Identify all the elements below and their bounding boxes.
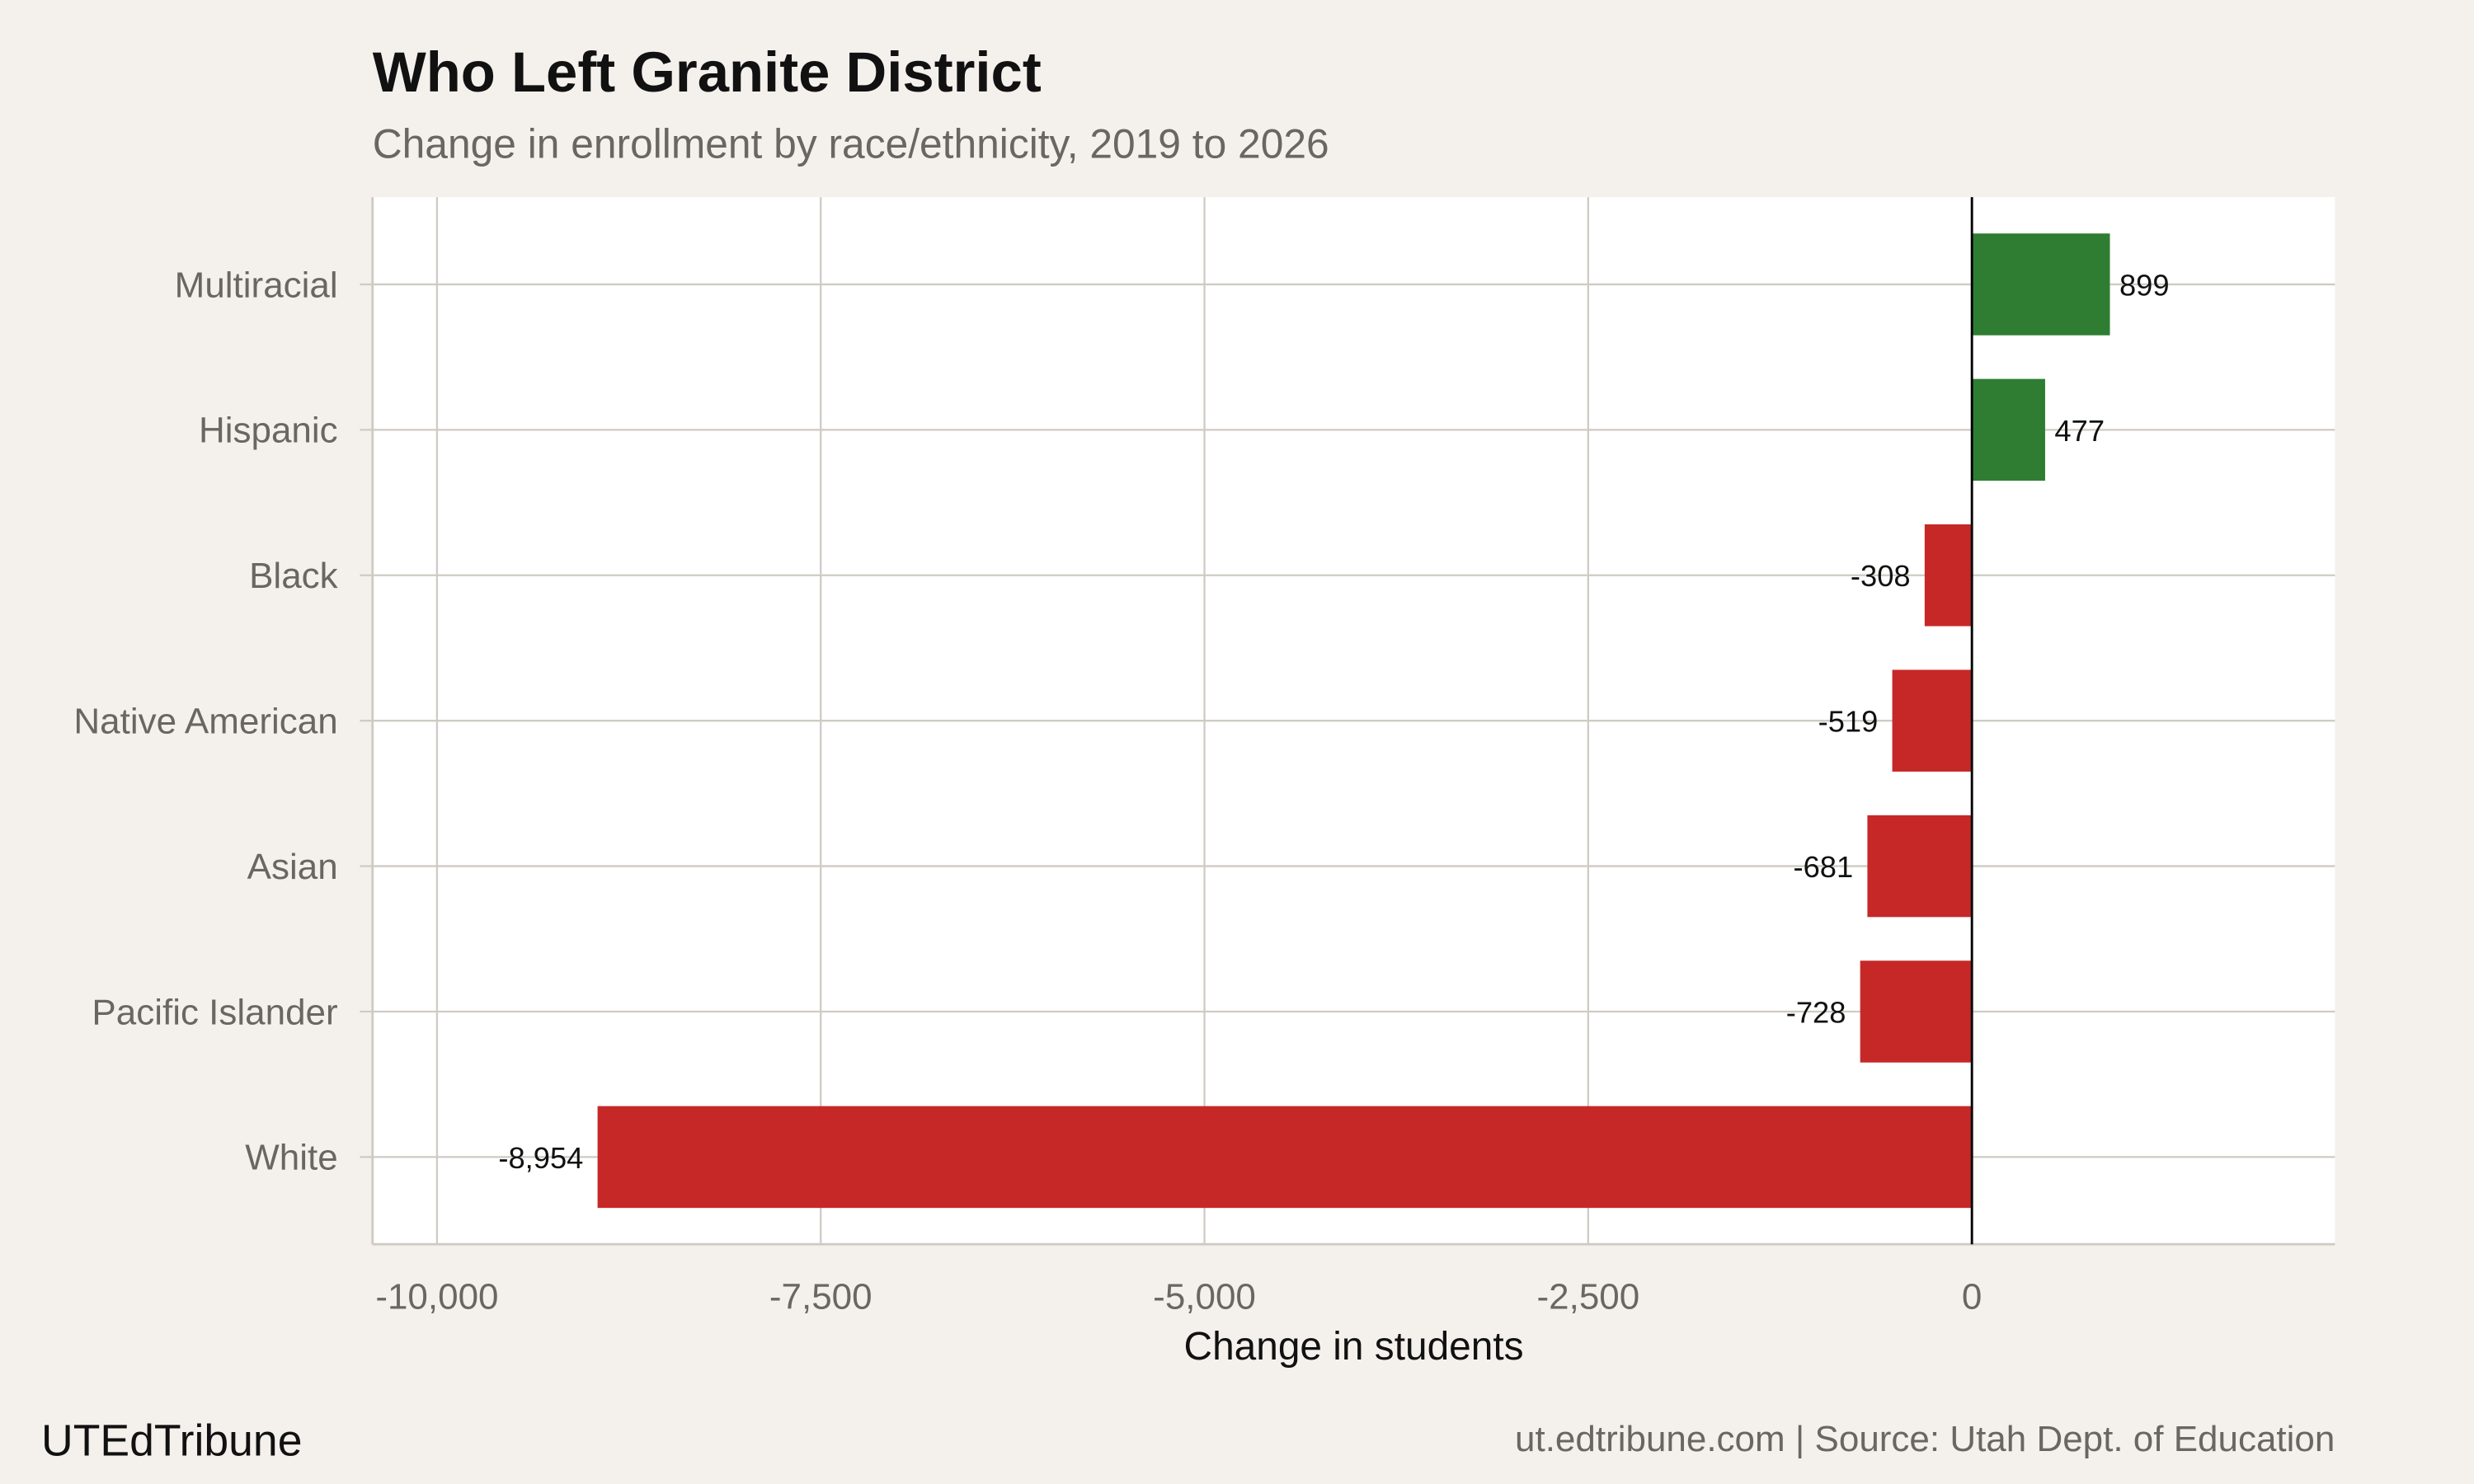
data-label: -728 — [1786, 995, 1846, 1029]
bar-multiracial — [1972, 233, 2110, 336]
data-label: -519 — [1818, 705, 1879, 739]
bar-hispanic — [1972, 378, 2045, 481]
x-tick-label: -2,500 — [1536, 1277, 1639, 1317]
chart-title: Who Left Granite District — [373, 40, 1042, 104]
labels: -10,000 -7,500 -5,000 -2,500 0 Multiracial His… — [73, 265, 2169, 1317]
bar-black — [1924, 524, 1973, 627]
data-label: 899 — [2119, 268, 2170, 302]
data-label: 477 — [2054, 414, 2105, 448]
x-axis-label: Change in students — [1184, 1325, 1524, 1369]
brand-logo: UTEdTribune — [41, 1417, 302, 1466]
y-tick-label: Asian — [247, 847, 338, 887]
data-label: -681 — [1793, 850, 1853, 884]
x-tick-label: 0 — [1962, 1277, 1982, 1317]
y-tick-label: Black — [249, 556, 339, 596]
x-tick-label: -5,000 — [1153, 1277, 1256, 1317]
source-caption: ut.edtribune.com | Source: Utah Dept. of… — [1515, 1419, 2335, 1459]
bar-white — [597, 1106, 1973, 1209]
y-tick-label: White — [245, 1138, 337, 1178]
y-tick-label: Multiracial — [175, 265, 338, 305]
y-tick-label: Native American — [73, 701, 337, 741]
y-tick-label: Hispanic — [199, 411, 338, 451]
x-tick-label: -7,500 — [769, 1277, 872, 1317]
bar-native-american — [1892, 669, 1973, 772]
y-tick-label: Pacific Islander — [92, 992, 337, 1032]
bar-pacific-islander — [1860, 960, 1973, 1063]
bar-asian — [1867, 815, 1973, 918]
data-label: -308 — [1851, 559, 1911, 593]
x-tick-label: -10,000 — [375, 1277, 498, 1317]
data-label: -8,954 — [498, 1141, 583, 1175]
chart-subtitle: Change in enrollment by race/ethnicity, … — [373, 120, 1329, 167]
bars — [597, 197, 2110, 1245]
